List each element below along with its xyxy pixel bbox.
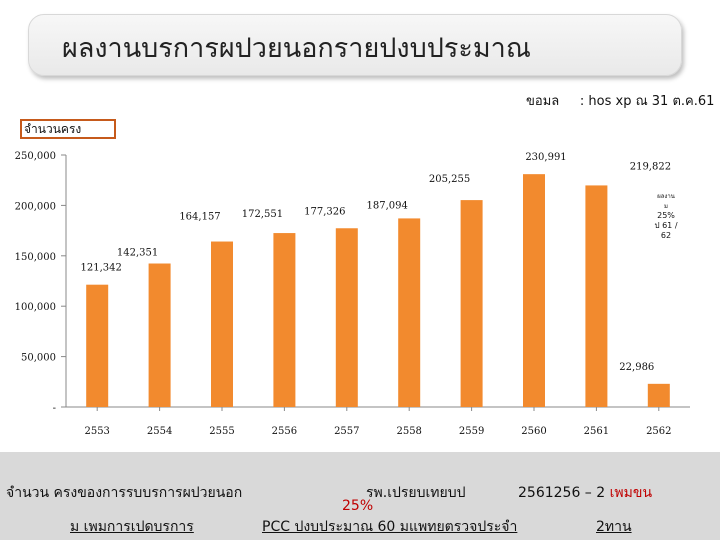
data-label: 172,551 [242, 209, 283, 220]
x-tick-label: 2556 [272, 426, 297, 437]
footer-line3-pcc: PCC ปงบประมาณ 60 มแพทยตรวจประจำ [262, 519, 518, 535]
data-label: 22,986 [619, 362, 654, 373]
bar [273, 233, 296, 407]
y-tick-label: 150,000 [15, 252, 56, 263]
y-tick-label: 200,000 [15, 201, 56, 212]
footer-line1-text: จำนวน ครงของการรบบรการผปวยนอก [6, 485, 243, 501]
footer-line3-doctors: 2ทาน [596, 519, 632, 535]
x-tick-label: 2555 [209, 426, 234, 437]
bar [335, 228, 358, 407]
footer-line1-years: 2561256 – 2 เพมขน [518, 482, 652, 504]
annotation-text: ม [664, 203, 668, 210]
y-tick-label: 100,000 [15, 302, 56, 313]
x-tick-label: 2558 [396, 426, 421, 437]
data-label: 230,991 [525, 152, 566, 163]
footer-line3-service: ม เพมการเปดบรการ [70, 519, 194, 535]
bar [398, 218, 421, 407]
data-source-label: ขอมล [526, 94, 560, 109]
data-label: 205,255 [429, 174, 470, 185]
annotation-text: 62 [661, 231, 671, 240]
y-axis-label-box: จำนวนครง [20, 119, 116, 139]
annotation-text: ผลงาน [657, 193, 675, 200]
footer-increase-percent: 25% [342, 498, 374, 514]
x-tick-label: 2557 [334, 426, 359, 437]
footer-panel [0, 452, 720, 540]
title-banner [28, 14, 682, 76]
x-tick-label: 2554 [147, 426, 172, 437]
y-tick-label: 50,000 [21, 353, 56, 364]
x-tick-label: 2560 [521, 426, 546, 437]
y-tick-label: - [53, 403, 56, 414]
bar [647, 383, 670, 407]
bar [585, 185, 608, 407]
data-label: 219,822 [630, 161, 671, 172]
data-label: 177,326 [304, 206, 345, 217]
y-tick-label: 250,000 [15, 151, 56, 162]
footer-increase-word: เพมขน [609, 485, 653, 501]
bar [460, 200, 483, 407]
bar [148, 263, 171, 407]
x-tick-label: 2553 [84, 426, 109, 437]
x-tick-label: 2561 [584, 426, 609, 437]
x-tick-label: 2559 [459, 426, 484, 437]
bar [523, 174, 545, 407]
data-label: 142,351 [117, 248, 158, 259]
footer-line1-hospital: รพ.เปรยบเทยบป [366, 485, 466, 501]
data-label: 164,157 [179, 212, 220, 223]
annotation-text: ป 61 / [654, 221, 677, 230]
data-source-value: : hos xp ณ 31 ต.ค.61 [579, 94, 715, 109]
footer-years-value: 2561256 – 2 [518, 485, 606, 501]
bar-chart: - 50,000 100,000 150,000 200,000 250,000 2553 1… [15, 151, 690, 437]
annotation-text: 25% [657, 211, 675, 220]
data-label: 187,094 [367, 200, 408, 211]
bar [211, 241, 233, 407]
data-label: 121,342 [81, 263, 122, 274]
x-tick-label: 2562 [646, 426, 671, 437]
page-title: ผลงานบรการผปวยนอกรายปงบประมาณ [62, 33, 531, 64]
data-source: ขอมล : hos xp ณ 31 ต.ค.61 [526, 90, 714, 111]
bar [86, 284, 109, 407]
